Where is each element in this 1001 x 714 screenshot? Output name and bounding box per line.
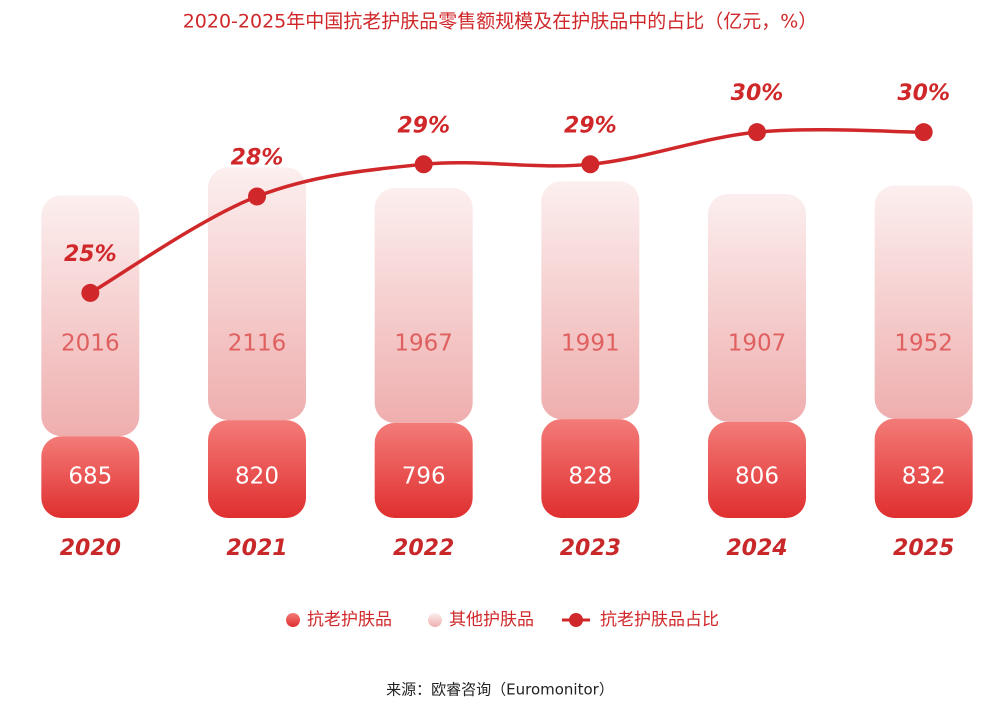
line-point (81, 283, 100, 302)
bar-segment (708, 421, 806, 518)
bar-segment (874, 418, 973, 518)
line (89, 128, 924, 295)
value-label: 820 (235, 464, 279, 490)
line-point (581, 155, 600, 174)
bar-segment (374, 422, 473, 518)
value-label: 1967 (394, 331, 453, 357)
value-label: 25% (64, 242, 117, 267)
value-label: 29% (397, 113, 450, 138)
x-tick-label: 2020 (60, 536, 121, 561)
legend-label: 抗老护肤品占比 (600, 610, 719, 630)
legend-marker (569, 613, 583, 627)
x-tick-label: 2025 (893, 536, 954, 561)
bar-segment (41, 195, 140, 437)
value-label: 28% (231, 145, 284, 170)
value-label: 832 (902, 464, 946, 490)
value-label: 796 (402, 464, 446, 490)
legend-marker (428, 613, 442, 627)
line-point (248, 187, 266, 206)
value-label: 1952 (894, 331, 953, 357)
bar-segment (374, 188, 473, 423)
value-label: 30% (731, 81, 784, 106)
line-point (914, 123, 933, 142)
bar-segment (208, 167, 306, 421)
legend-marker (286, 613, 300, 627)
bar-segment (41, 436, 140, 518)
value-label: 2016 (61, 331, 120, 357)
x-tick-label: 2022 (393, 536, 454, 561)
value-label: 2116 (228, 331, 287, 357)
bar-segment (541, 181, 640, 420)
bar-segment (874, 185, 973, 419)
value-label: 828 (568, 464, 612, 490)
value-label: 30% (897, 81, 950, 106)
x-tick-label: 2023 (560, 536, 621, 561)
value-label: 1991 (561, 331, 620, 357)
value-label: 1907 (728, 331, 787, 357)
value-label: 806 (735, 464, 779, 490)
line-point (414, 155, 433, 174)
bar-segment (541, 419, 640, 518)
value-label: 685 (68, 464, 112, 490)
legend-label: 抗老护肤品 (307, 610, 392, 630)
chart-title: 2020-2025年中国抗老护肤品零售额规模及在护肤品中的占比（亿元，%） (183, 11, 818, 33)
x-tick-label: 2024 (726, 536, 787, 561)
source: 来源：欧睿咨询（Euromonitor） (386, 681, 614, 699)
bar-segment (208, 420, 306, 518)
value-label: 29% (564, 113, 617, 138)
x-tick-label: 2021 (226, 536, 287, 561)
line-point (748, 123, 766, 142)
bar-segment (708, 193, 806, 422)
legend-label: 其他护肤品 (449, 610, 534, 630)
